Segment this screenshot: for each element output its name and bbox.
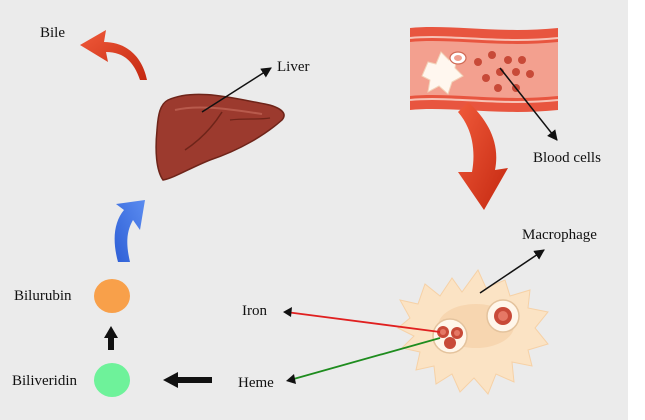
- heme-to-biliverdin-arrow: [163, 372, 212, 388]
- iron-release-line: [285, 311, 441, 333]
- biliverdin-to-bilirubin-arrow: [104, 326, 118, 350]
- liver-pointer: [201, 67, 272, 113]
- heme-label: Heme: [238, 375, 274, 391]
- transport-arrow-blue: [114, 200, 145, 262]
- phagocytosis-arrow: [458, 102, 508, 210]
- liver-label: Liver: [277, 59, 310, 75]
- bile-label: Bile: [40, 25, 65, 41]
- macrophage-pointer: [479, 249, 545, 294]
- heme-arrowhead: [286, 374, 296, 384]
- blood-cells-pointer: [499, 67, 558, 141]
- biliverdin-label: Biliveridin: [12, 373, 77, 389]
- bilirubin-label: Bilurubin: [14, 288, 72, 304]
- bile-export-arrow: [80, 30, 147, 80]
- macrophage-label: Macrophage: [522, 227, 597, 243]
- bilirubin-dot: [94, 279, 130, 313]
- heme-release-line: [289, 337, 441, 381]
- blood-cells-label: Blood cells: [533, 150, 601, 166]
- iron-arrowhead: [283, 307, 292, 317]
- iron-label: Iron: [242, 303, 267, 319]
- liver-illustration: [155, 93, 285, 181]
- blood-vessel: [409, 27, 559, 112]
- red-blood-cells: [474, 51, 534, 92]
- macrophage-cell: [397, 269, 549, 395]
- biliverdin-dot: [94, 363, 130, 397]
